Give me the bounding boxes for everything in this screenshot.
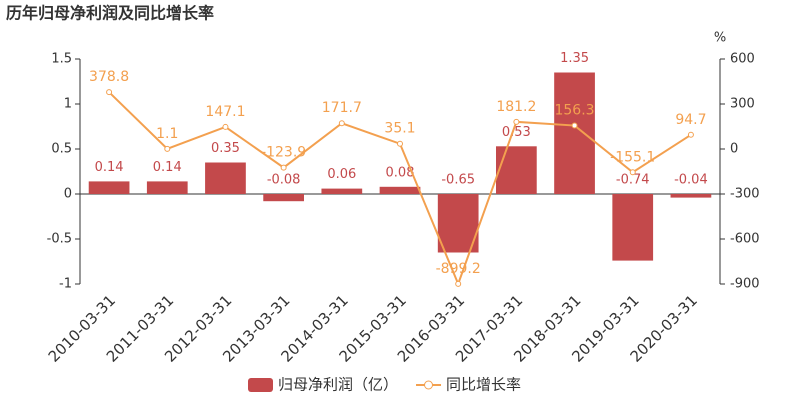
line-point: [571, 122, 578, 129]
bar-label: 0.53: [502, 125, 531, 140]
bar-label: 0.14: [95, 160, 124, 175]
line-label: 156.3: [554, 103, 594, 119]
y2-tick-label: -900: [730, 277, 760, 292]
bar: [612, 194, 654, 261]
bar-label: 0.14: [153, 160, 182, 175]
y2-tick-label: -300: [730, 187, 760, 202]
line-label: 181.2: [496, 99, 536, 115]
line-point: [222, 123, 229, 130]
line-point: [513, 118, 520, 125]
bar: [205, 162, 246, 194]
bar: [496, 146, 537, 194]
y2-tick-label: 300: [730, 97, 755, 112]
line-point: [106, 89, 113, 96]
line-point: [687, 131, 694, 138]
bar-label: -0.65: [441, 173, 475, 188]
bar-label: 0.06: [327, 167, 356, 182]
bar: [146, 181, 188, 194]
line-point: [338, 120, 345, 127]
line-point: [629, 169, 636, 176]
bar: [88, 181, 130, 194]
bar-label: 0.08: [386, 165, 415, 180]
line-point: [164, 145, 171, 152]
chart-title: 历年归母净利润及同比增长率: [6, 4, 214, 23]
bar-label: -0.04: [674, 173, 708, 188]
y2-tick-label: 600: [730, 52, 755, 67]
y-tick-label: 1.5: [51, 52, 72, 67]
bar: [670, 194, 712, 198]
line-label: -155.1: [610, 149, 655, 165]
line-label: 94.7: [675, 112, 706, 128]
bar: [263, 194, 304, 202]
legend-label: 归母净利润（亿）: [278, 376, 398, 394]
y-tick-label: -1: [59, 277, 72, 292]
line-point: [280, 164, 287, 171]
line-label: 171.7: [322, 100, 362, 116]
line-point: [397, 140, 403, 147]
bar-label: 1.35: [560, 51, 589, 66]
y-tick-label: -0.5: [47, 232, 72, 247]
y-tick-label: 1: [64, 97, 72, 112]
legend-label: 同比增长率: [446, 376, 521, 394]
y2-tick-label: 0: [730, 142, 738, 157]
bar-label: -0.74: [616, 173, 650, 188]
bar-label: 0.35: [211, 141, 240, 156]
legend-swatch: [424, 380, 434, 390]
bar: [554, 72, 595, 194]
bar: [437, 194, 479, 253]
legend-swatch: [248, 378, 273, 392]
line-label: -899.2: [436, 261, 481, 277]
y2-unit: %: [714, 31, 726, 46]
bar-label: -0.08: [267, 173, 301, 188]
y2-tick-label: -600: [730, 232, 760, 247]
line-point: [455, 280, 462, 287]
bar: [379, 186, 421, 194]
line-label: 35.1: [384, 121, 415, 137]
y-tick-label: 0: [64, 187, 72, 202]
bar: [321, 188, 363, 194]
line-label: 147.1: [205, 104, 245, 120]
line-label: -123.9: [261, 145, 306, 161]
y-tick-label: 0.5: [51, 142, 72, 157]
line-label: 1.1: [156, 126, 178, 142]
line-label: 378.8: [89, 69, 129, 85]
